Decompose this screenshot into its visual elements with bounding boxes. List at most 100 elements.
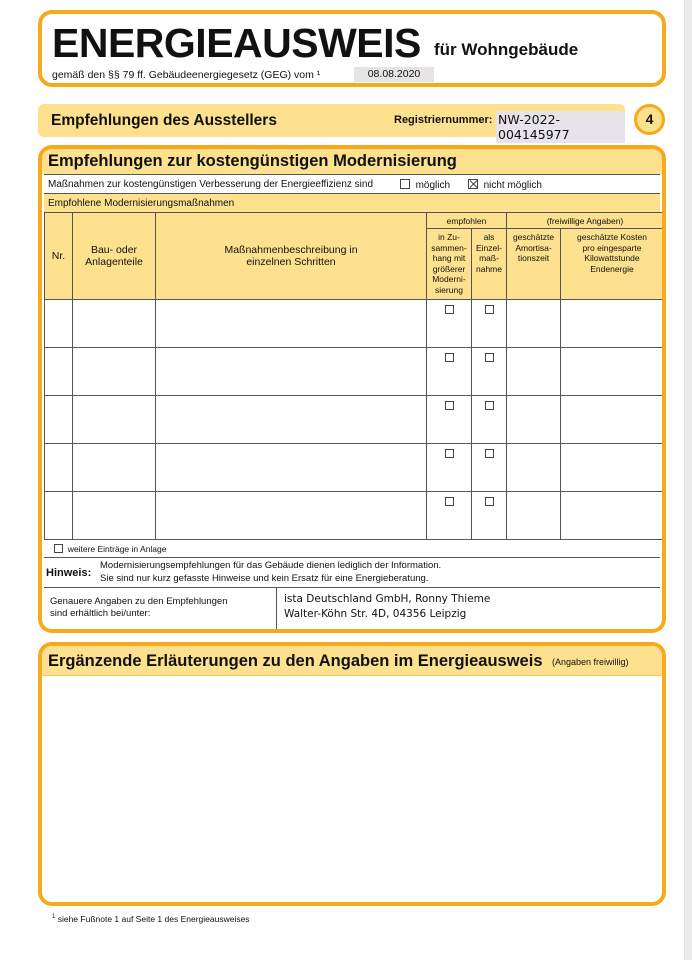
note-label: Hinweis: (46, 567, 92, 579)
checkbox[interactable] (444, 353, 454, 362)
checkbox-not-possible-checked[interactable] (468, 179, 478, 189)
explanations-section: Ergänzende Erläuterungen zu den Angaben … (38, 642, 666, 906)
measures-text: Maßnahmen zur kostengünstigen Verbesseru… (48, 179, 374, 190)
table-row (44, 395, 662, 444)
subheading-row: Empfohlene Modernisierungsmaßnahmen (44, 194, 660, 213)
col-component: Bau- oder Anlagenteile (72, 212, 156, 300)
cell-description[interactable] (155, 491, 427, 540)
cell-amortization[interactable] (506, 299, 561, 348)
cell-component[interactable] (72, 299, 156, 348)
col-amortization: geschätzte Amortisa-tionszeit (506, 228, 561, 300)
checkbox[interactable] (484, 449, 494, 458)
measures-table: Nr. Bau- oder Anlagenteile Maßnahmenbesc… (44, 212, 662, 540)
cell-nr[interactable] (44, 395, 73, 444)
cell-cost[interactable] (560, 491, 662, 540)
checkbox[interactable] (444, 497, 454, 506)
cell-amortization[interactable] (506, 347, 561, 396)
more-entries-row: weitere Einträge in Anlage (44, 541, 660, 558)
cell-in-context[interactable] (426, 299, 472, 348)
checkbox[interactable] (444, 449, 454, 458)
option-not-possible-label: nicht möglich (483, 180, 542, 191)
cell-nr[interactable] (44, 491, 73, 540)
cell-description[interactable] (155, 347, 427, 396)
checkbox[interactable] (484, 353, 494, 362)
explanations-header: Ergänzende Erläuterungen zu den Angaben … (42, 646, 662, 676)
cell-description[interactable] (155, 395, 427, 444)
note-row: Hinweis: Modernisierungsempfehlungen für… (44, 558, 660, 588)
col-cost: geschätzte Kosten pro eingesparte Kilowa… (560, 228, 662, 300)
contact-label-1: Genauere Angaben zu den Empfehlungen (50, 596, 228, 607)
explanations-optional: (Angaben freiwillig) (552, 657, 629, 667)
cell-in-context[interactable] (426, 491, 472, 540)
col-group-optional: (freiwillige Angaben) (506, 212, 662, 229)
option-not-possible[interactable]: nicht möglich (468, 179, 542, 191)
cell-nr[interactable] (44, 347, 73, 396)
explanations-title: Ergänzende Erläuterungen zu den Angaben … (48, 652, 543, 670)
cell-cost[interactable] (560, 347, 662, 396)
cell-in-context[interactable] (426, 347, 472, 396)
col-group-recommended: empfohlen (426, 212, 507, 229)
explanations-body (48, 680, 656, 896)
measures-row: Maßnahmen zur kostengünstigen Verbesseru… (44, 174, 660, 194)
contact-line-1: ista Deutschland GmbH, Ronny Thieme (284, 593, 491, 605)
more-entries-label: weitere Einträge in Anlage (67, 544, 167, 554)
legal-basis: gemäß den §§ 79 ff. Gebäudeenergiegesetz… (52, 69, 321, 81)
recommendations-section: Empfehlungen zur kostengünstigen Moderni… (38, 145, 666, 633)
cell-in-context[interactable] (426, 443, 472, 492)
document-title: ENERGIEAUSWEIS (52, 20, 421, 66)
cell-amortization[interactable] (506, 443, 561, 492)
checkbox[interactable] (444, 401, 454, 410)
checkbox-possible[interactable] (400, 179, 410, 189)
cell-description[interactable] (155, 443, 427, 492)
checkbox[interactable] (444, 305, 454, 314)
cell-nr[interactable] (44, 443, 73, 492)
cell-single[interactable] (471, 299, 507, 348)
registration-number: NW-2022-004145977 (496, 111, 625, 143)
document-header: ENERGIEAUSWEIS für Wohngebäude gemäß den… (38, 10, 666, 87)
col-description: Maßnahmenbeschreibung in einzelnen Schri… (155, 212, 427, 300)
subheading: Empfohlene Modernisierungsmaßnahmen (48, 198, 235, 209)
cell-single[interactable] (471, 347, 507, 396)
cell-nr[interactable] (44, 299, 73, 348)
cell-component[interactable] (72, 443, 156, 492)
cell-single[interactable] (471, 395, 507, 444)
contact-line-2: Walter-Köhn Str. 4D, 04356 Leipzig (284, 608, 467, 620)
issue-date-field: 08.08.2020 (354, 67, 434, 82)
cell-component[interactable] (72, 491, 156, 540)
cell-cost[interactable] (560, 395, 662, 444)
page-number-badge: 4 (634, 104, 665, 135)
cell-single[interactable] (471, 491, 507, 540)
col-single: als Einzel-maß-nahme (471, 228, 507, 300)
contact-row: Genauere Angaben zu den Empfehlungen sin… (44, 588, 660, 629)
note-line-2: Sie sind nur kurz gefasste Hinweise und … (100, 573, 429, 584)
checkbox[interactable] (484, 497, 494, 506)
document-title-suffix: für Wohngebäude (434, 40, 579, 59)
cell-component[interactable] (72, 347, 156, 396)
footnote-text: siehe Fußnote 1 auf Seite 1 des Energiea… (57, 914, 250, 924)
table-row (44, 491, 662, 540)
contact-label-2: sind erhältlich bei/unter: (50, 608, 151, 619)
option-possible[interactable]: möglich (400, 179, 450, 191)
section-title: Empfehlungen des Ausstellers (51, 112, 277, 129)
option-possible-label: möglich (415, 180, 451, 191)
col-in-context: in Zu-sammen-hang mit größerer Moderni-s… (426, 228, 472, 300)
cell-cost[interactable] (560, 443, 662, 492)
cell-in-context[interactable] (426, 395, 472, 444)
cell-amortization[interactable] (506, 491, 561, 540)
col-nr: Nr. (44, 212, 73, 300)
cell-description[interactable] (155, 299, 427, 348)
cell-amortization[interactable] (506, 395, 561, 444)
checkbox-more-entries[interactable] (54, 544, 63, 553)
recommendations-title: Empfehlungen zur kostengünstigen Moderni… (48, 152, 457, 170)
table-row (44, 299, 662, 348)
table-row (44, 443, 662, 492)
checkbox[interactable] (484, 401, 494, 410)
cell-component[interactable] (72, 395, 156, 444)
footnote: 1 siehe Fußnote 1 auf Seite 1 des Energi… (52, 914, 250, 924)
cell-cost[interactable] (560, 299, 662, 348)
scrollbar[interactable] (684, 0, 692, 960)
note-line-1: Modernisierungsempfehlungen für das Gebä… (100, 560, 442, 571)
recommendations-header: Empfehlungen zur kostengünstigen Moderni… (42, 149, 662, 174)
checkbox[interactable] (484, 305, 494, 314)
cell-single[interactable] (471, 443, 507, 492)
